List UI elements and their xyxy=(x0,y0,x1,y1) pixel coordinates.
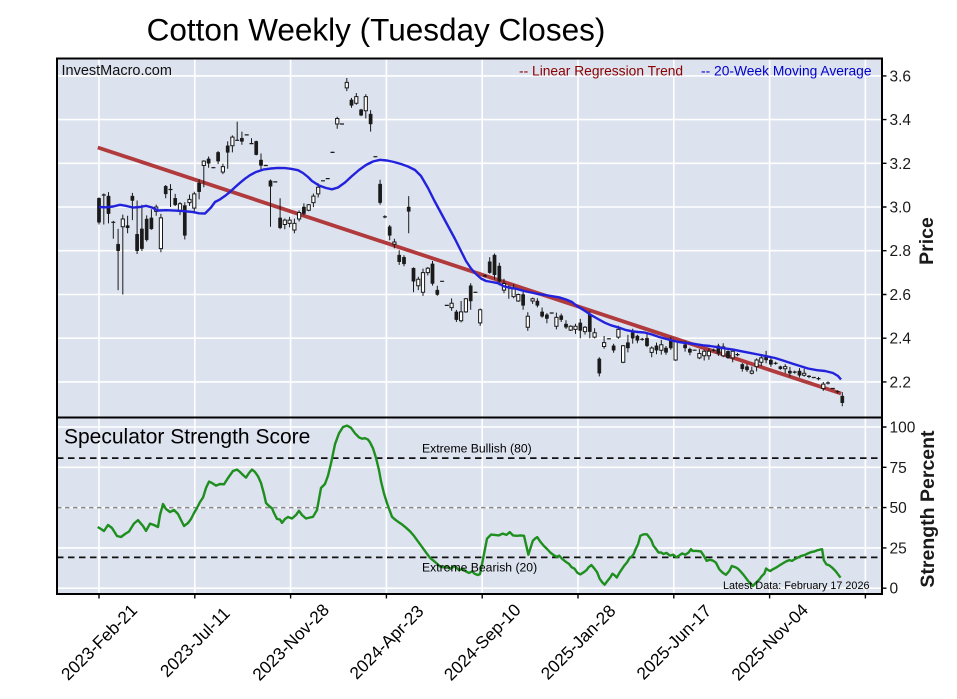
svg-text:Speculator Strength Score: Speculator Strength Score xyxy=(64,426,310,449)
svg-text:3.4: 3.4 xyxy=(890,112,912,129)
svg-text:Extreme Bullish (80): Extreme Bullish (80) xyxy=(422,442,532,456)
svg-text:75: 75 xyxy=(890,460,907,477)
svg-text:2.8: 2.8 xyxy=(890,243,912,260)
svg-text:50: 50 xyxy=(890,500,908,517)
svg-text:100: 100 xyxy=(890,420,916,437)
svg-text:3.0: 3.0 xyxy=(890,200,912,217)
svg-text:Latest Data: February 17 2026: Latest Data: February 17 2026 xyxy=(723,580,869,592)
svg-text:3.2: 3.2 xyxy=(890,156,912,173)
svg-text:2.4: 2.4 xyxy=(890,331,912,348)
svg-text:Cotton Weekly (Tuesday Closes): Cotton Weekly (Tuesday Closes) xyxy=(147,12,606,48)
svg-text:-- Linear Regression Trend: -- Linear Regression Trend xyxy=(519,64,683,79)
svg-text:Price: Price xyxy=(916,217,938,265)
svg-text:-- 20-Week Moving Average: -- 20-Week Moving Average xyxy=(701,64,872,79)
svg-text:2.2: 2.2 xyxy=(890,374,912,391)
svg-text:25: 25 xyxy=(890,540,907,557)
svg-text:3.6: 3.6 xyxy=(890,68,912,85)
svg-text:Extreme Bearish (20): Extreme Bearish (20) xyxy=(422,561,537,575)
svg-text:InvestMacro.com: InvestMacro.com xyxy=(62,63,172,79)
svg-text:2.6: 2.6 xyxy=(890,287,912,304)
svg-text:Strength Percent: Strength Percent xyxy=(917,430,939,588)
svg-text:0: 0 xyxy=(890,581,899,598)
